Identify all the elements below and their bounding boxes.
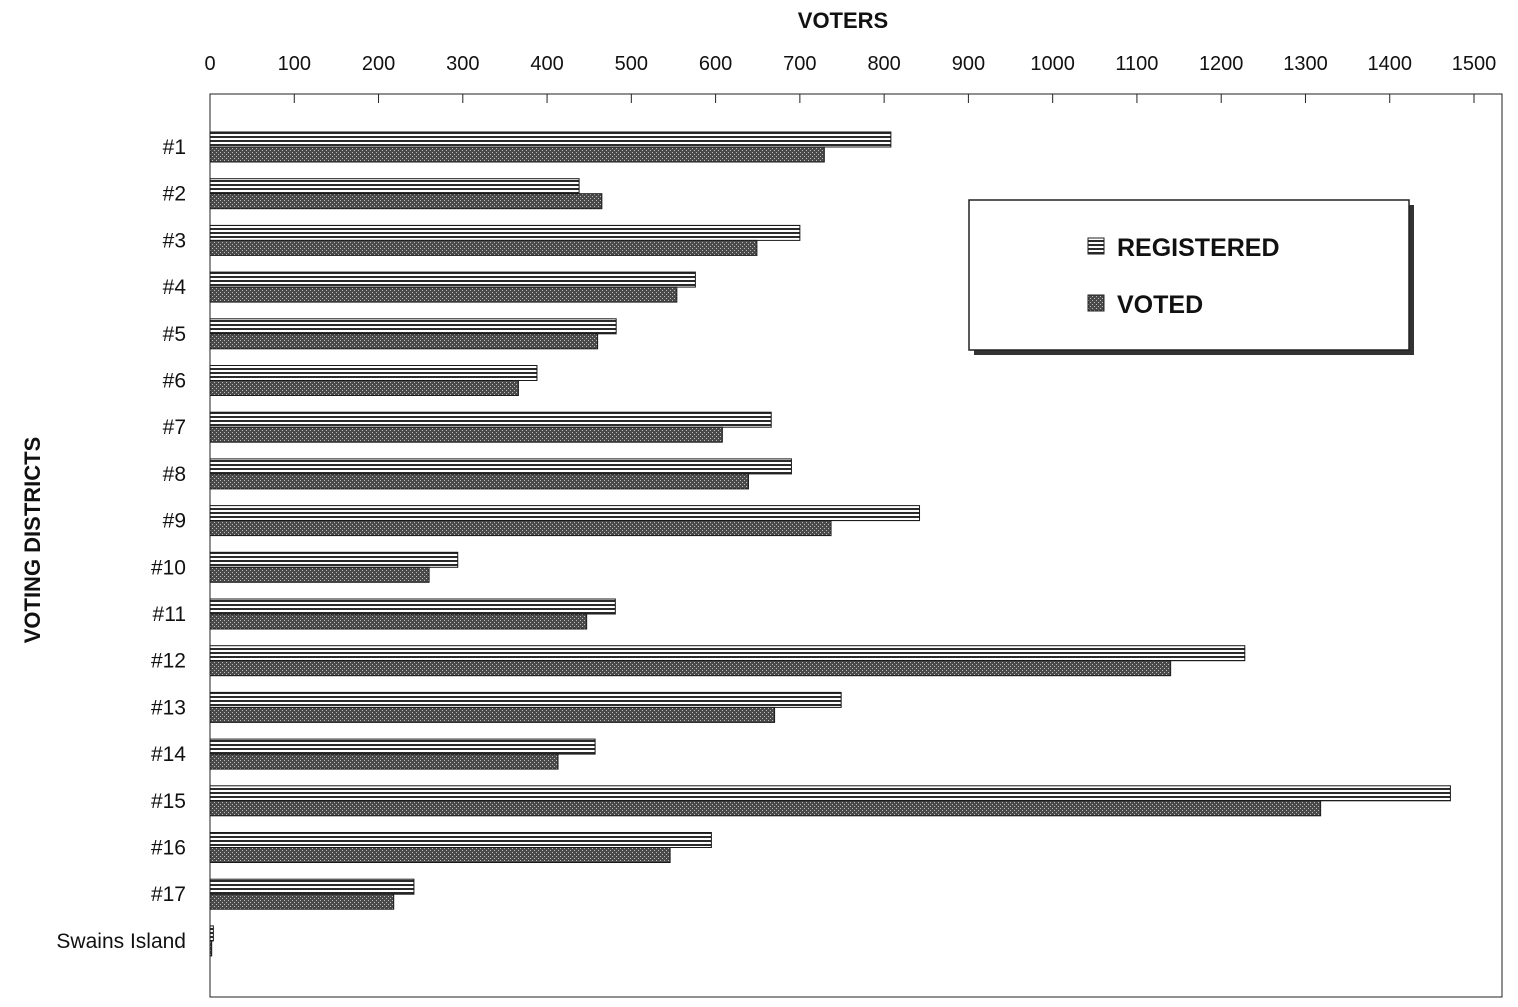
- category-label: #1: [163, 136, 186, 159]
- legend-box: [968, 199, 1410, 351]
- category-label: #14: [151, 743, 186, 766]
- bar-registered: [209, 878, 415, 895]
- x-tick-label: 1200: [1199, 53, 1244, 75]
- category-label: Swains Island: [56, 930, 186, 953]
- bar-registered: [209, 131, 892, 148]
- x-tick-label: 100: [278, 53, 311, 75]
- bar-voted: [209, 753, 559, 770]
- bar-voted: [209, 940, 213, 957]
- bar-voted: [209, 613, 588, 630]
- bar-voted: [209, 473, 749, 490]
- bar-voted: [209, 706, 776, 723]
- bar-voted: [209, 146, 825, 163]
- bar-registered: [209, 411, 772, 428]
- legend-label-voted: VOTED: [1117, 291, 1203, 319]
- x-tick-label: 1300: [1283, 53, 1328, 75]
- x-tick-label: 700: [783, 53, 816, 75]
- bar-voted: [209, 847, 671, 863]
- bar-voted: [209, 286, 678, 303]
- category-label: #15: [151, 790, 186, 813]
- category-label: #8: [163, 463, 186, 486]
- bar-registered: [209, 832, 712, 848]
- x-tick-label: 1400: [1367, 53, 1412, 75]
- x-tick-label: 0: [204, 53, 215, 75]
- bar-registered: [209, 271, 696, 288]
- x-axis-title: VOTERS: [798, 8, 888, 33]
- x-tick-label: 1500: [1452, 53, 1497, 75]
- x-tick-label: 1000: [1030, 53, 1075, 75]
- bar-voted: [209, 333, 599, 350]
- y-axis-title: VOTING DISTRICTS: [20, 437, 45, 644]
- bar-registered: [209, 598, 616, 615]
- bar-voted: [209, 239, 758, 256]
- category-label: #12: [151, 650, 186, 673]
- category-label: #17: [151, 883, 186, 906]
- x-axis-ticks: 0 100 200 300 400 500 600 700 800 900 1000 1100 1200…: [204, 53, 1496, 103]
- x-tick-label: 800: [867, 53, 900, 75]
- legend-swatch-registered: [1087, 237, 1105, 255]
- category-label: #16: [151, 837, 186, 860]
- bar-voted: [209, 566, 430, 583]
- bar-voted: [209, 426, 723, 443]
- bar-voted: [209, 520, 832, 537]
- x-tick-label: 1100: [1115, 53, 1158, 75]
- bar-registered: [209, 551, 459, 568]
- category-label: #10: [151, 556, 186, 579]
- y-axis-category-labels: #1 #2 #3 #4 #5 #6 #7 #8 #9 #10 #11 #12 #13 #14 #15 #16 #…: [56, 136, 186, 953]
- category-label: #6: [163, 370, 186, 393]
- category-label: #2: [163, 183, 186, 206]
- category-label: #13: [151, 696, 186, 719]
- plot-area: [209, 93, 1503, 998]
- x-tick-label: 300: [446, 53, 479, 75]
- bar-registered: [209, 318, 617, 335]
- bar-registered: [209, 458, 792, 475]
- bar-voted: [209, 193, 603, 210]
- category-label: #3: [163, 229, 186, 252]
- legend: REGISTERED VOTED: [968, 199, 1414, 355]
- category-label: #11: [153, 603, 186, 626]
- bar-registered: [209, 738, 596, 755]
- category-label: #4: [163, 276, 187, 299]
- bar-voted: [209, 893, 395, 910]
- category-label: #5: [163, 323, 186, 346]
- category-label: #7: [163, 416, 186, 439]
- bar-registered: [209, 505, 921, 522]
- bar-voted: [209, 800, 1322, 817]
- bar-voted: [209, 660, 1172, 677]
- bar-registered: [209, 365, 538, 381]
- x-tick-label: 200: [362, 53, 395, 75]
- legend-swatch-voted: [1087, 294, 1105, 312]
- bar-registered: [209, 925, 214, 942]
- bar-registered: [209, 691, 842, 708]
- bar-registered: [209, 645, 1246, 662]
- x-tick-label: 900: [952, 53, 985, 75]
- bar-registered: [209, 785, 1451, 802]
- bar-voted: [209, 380, 519, 396]
- x-tick-label: 500: [615, 53, 648, 75]
- x-tick-label: 600: [699, 53, 732, 75]
- category-label: #9: [163, 510, 186, 533]
- bar-registered: [209, 178, 580, 195]
- bar-registered: [209, 224, 801, 241]
- legend-label-registered: REGISTERED: [1117, 234, 1280, 262]
- x-tick-label: 400: [530, 53, 563, 75]
- bars: [209, 131, 1451, 957]
